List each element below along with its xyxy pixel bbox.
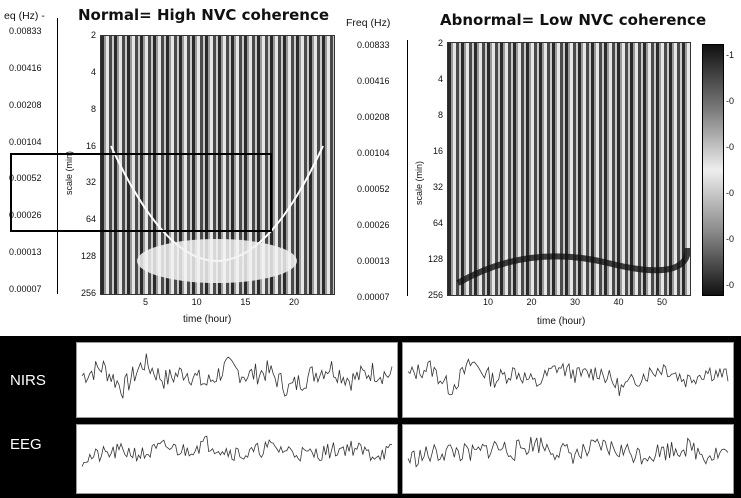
left-scale-tick: 16 (85, 140, 96, 151)
colorbar-tick: -0 (726, 280, 735, 290)
time-series-panel: NIRS EEG (0, 336, 741, 498)
right-chart-title: Abnormal= Low NVC coherence (440, 11, 707, 29)
left-scale-tick: 8 (90, 103, 96, 114)
right-scale-tick: 4 (437, 74, 443, 84)
left-scale-tick: 128 (80, 251, 96, 262)
left-scalogram (100, 35, 335, 295)
right-freq-tick: 0.00007 (357, 292, 390, 302)
colorbar (702, 44, 724, 296)
left-freq-tick: 0.00833 (9, 26, 42, 36)
eeg-trace-normal (76, 424, 398, 494)
colorbar-tick: -0 (726, 188, 735, 198)
trace-line (407, 436, 729, 468)
left-freq-tick: 0.00052 (9, 173, 42, 184)
left-freq-header: eq (Hz) - (4, 10, 45, 22)
right-x-tick: 20 (526, 297, 537, 307)
eeg-label: EEG (10, 436, 42, 453)
right-x-tick: 40 (613, 297, 624, 307)
right-freq-tick: 0.00416 (357, 76, 390, 86)
highlight-box (10, 153, 272, 232)
right-x-tick: 10 (483, 297, 494, 307)
right-freq-tick: 0.00052 (357, 184, 390, 194)
colorbar-tick: -1 (726, 50, 735, 60)
trace-line (81, 435, 393, 467)
colorbar-tick: -0 (726, 96, 735, 106)
left-scale-tick: 2 (90, 30, 96, 40)
left-x-tick: 5 (143, 297, 149, 307)
eeg-trace-abnormal (402, 424, 734, 494)
trace-line (81, 353, 393, 399)
nirs-label: NIRS (10, 372, 46, 389)
nirs-trace-abnormal (402, 342, 734, 418)
right-scale-tick: 2 (437, 38, 443, 48)
right-scale-tick: 256 (427, 290, 443, 300)
left-freq-tick: 0.00104 (9, 136, 42, 147)
left-x-tick: 10 (191, 297, 202, 307)
left-chart-title: Normal= High NVC coherence (78, 6, 330, 24)
right-scalogram (447, 42, 691, 296)
left-freq-tick: 0.00007 (9, 284, 42, 294)
colorbar-tick: -0 (726, 234, 735, 244)
right-x-label: time (hour) (537, 316, 586, 327)
left-x-tick: 15 (240, 297, 251, 307)
left-x-label: time (hour) (183, 314, 232, 325)
left-freq-tick: 0.00416 (9, 62, 42, 73)
left-freq-tick: 0.00013 (9, 247, 42, 258)
right-freq-tick: 0.00104 (357, 148, 390, 158)
left-freq-axis-line (57, 18, 58, 294)
right-freq-tick: 0.00026 (357, 220, 390, 230)
left-freq-tick: 0.00026 (9, 210, 42, 221)
right-freq-tick: 0.00833 (357, 40, 390, 50)
left-freq-tick: 0.00208 (9, 99, 42, 110)
right-freq-tick: 0.00208 (357, 112, 390, 122)
right-scale-tick: 32 (432, 182, 443, 192)
right-freq-axis-line (407, 40, 408, 296)
left-scale-tick: 32 (85, 177, 96, 188)
right-scale-tick: 128 (427, 254, 443, 264)
colorbar-tick: -0 (726, 142, 735, 152)
right-x-tick: 50 (657, 297, 668, 307)
trace-line (407, 358, 729, 396)
right-scale-label: scale (min) (414, 160, 424, 205)
nirs-trace-normal (76, 342, 398, 418)
right-scale-tick: 64 (432, 218, 443, 228)
right-scale-tick: 8 (437, 110, 443, 120)
right-scale-tick: 16 (432, 146, 443, 156)
left-scale-tick: 256 (80, 288, 96, 298)
right-freq-tick: 0.00013 (357, 256, 390, 266)
right-x-tick: 30 (570, 297, 581, 307)
left-x-tick: 20 (289, 297, 300, 307)
left-scale-tick: 4 (90, 66, 96, 77)
left-scale-tick: 64 (85, 214, 96, 225)
right-freq-header: Freq (Hz) (346, 17, 391, 29)
